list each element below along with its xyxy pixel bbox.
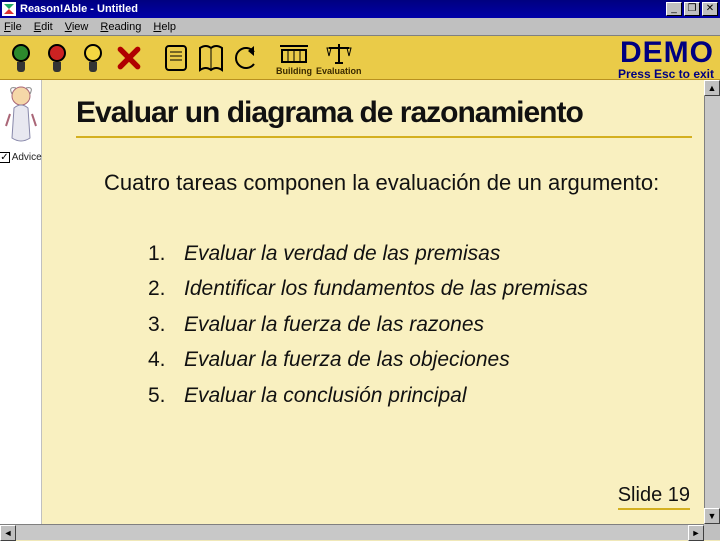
scroll-right-button[interactable]: ►	[688, 525, 704, 541]
scroll-up-button[interactable]: ▲	[704, 80, 720, 96]
demo-subtitle: Press Esc to exit	[618, 68, 714, 80]
bulb-yellow-icon[interactable]	[76, 40, 110, 76]
list-item: 1.Evaluar la verdad de las premisas	[148, 238, 692, 270]
refresh-icon[interactable]	[228, 40, 262, 76]
bulb-green-icon[interactable]	[4, 40, 38, 76]
bulb-red-icon[interactable]	[40, 40, 74, 76]
task-list: 1.Evaluar la verdad de las premisas 2.Id…	[148, 238, 692, 412]
slide-number: Slide 19	[618, 484, 690, 510]
checkbox-icon: ✓	[0, 152, 10, 163]
window-title: Reason!Able - Untitled	[20, 3, 664, 15]
sage-icon	[2, 82, 40, 146]
slide-heading: Evaluar un diagrama de razonamiento	[76, 96, 692, 138]
left-panel: ✓ Advice	[0, 80, 42, 524]
vertical-scrollbar[interactable]: ▲ ▼	[704, 80, 720, 524]
list-item: 2.Identificar los fundamentos de las pre…	[148, 273, 692, 305]
scroll-down-button[interactable]: ▼	[704, 508, 720, 524]
minimize-button[interactable]: _	[666, 2, 682, 16]
list-item: 3.Evaluar la fuerza de las razones	[148, 309, 692, 341]
horizontal-scrollbar[interactable]: ◄ ►	[0, 524, 704, 540]
menu-reading[interactable]: Reading	[100, 21, 141, 33]
titlebar: Reason!Able - Untitled _ ❐ ✕	[0, 0, 720, 18]
demo-banner: DEMO Press Esc to exit	[618, 38, 714, 80]
demo-word: DEMO	[618, 38, 714, 68]
app-icon	[2, 2, 16, 16]
menu-edit[interactable]: Edit	[34, 21, 53, 33]
building-label: Building	[276, 66, 312, 76]
scrollbar-corner	[704, 524, 720, 540]
advice-checkbox[interactable]: ✓ Advice	[0, 152, 41, 163]
menu-help[interactable]: Help	[153, 21, 176, 33]
list-item: 5.Evaluar la conclusión principal	[148, 380, 692, 412]
book-icon[interactable]	[194, 40, 228, 76]
menu-file[interactable]: File	[4, 21, 22, 33]
menu-view[interactable]: View	[65, 21, 89, 33]
close-button[interactable]: ✕	[702, 2, 718, 16]
scroll-left-button[interactable]: ◄	[0, 525, 16, 541]
list-item: 4.Evaluar la fuerza de las objeciones	[148, 344, 692, 376]
advice-label: Advice	[12, 152, 42, 163]
building-tool[interactable]: Building	[276, 40, 312, 76]
evaluation-label: Evaluation	[316, 66, 362, 76]
delete-icon[interactable]	[112, 40, 146, 76]
slide-intro: Cuatro tareas componen la evaluación de …	[104, 168, 678, 198]
toolbar: Building Evaluation DEMO Press Esc to ex…	[0, 36, 720, 80]
tablet-icon[interactable]	[160, 40, 194, 76]
menubar: File Edit View Reading Help	[0, 18, 720, 36]
evaluation-tool[interactable]: Evaluation	[316, 40, 362, 76]
restore-button[interactable]: ❐	[684, 2, 700, 16]
slide-content: Evaluar un diagrama de razonamiento Cuat…	[42, 80, 720, 524]
